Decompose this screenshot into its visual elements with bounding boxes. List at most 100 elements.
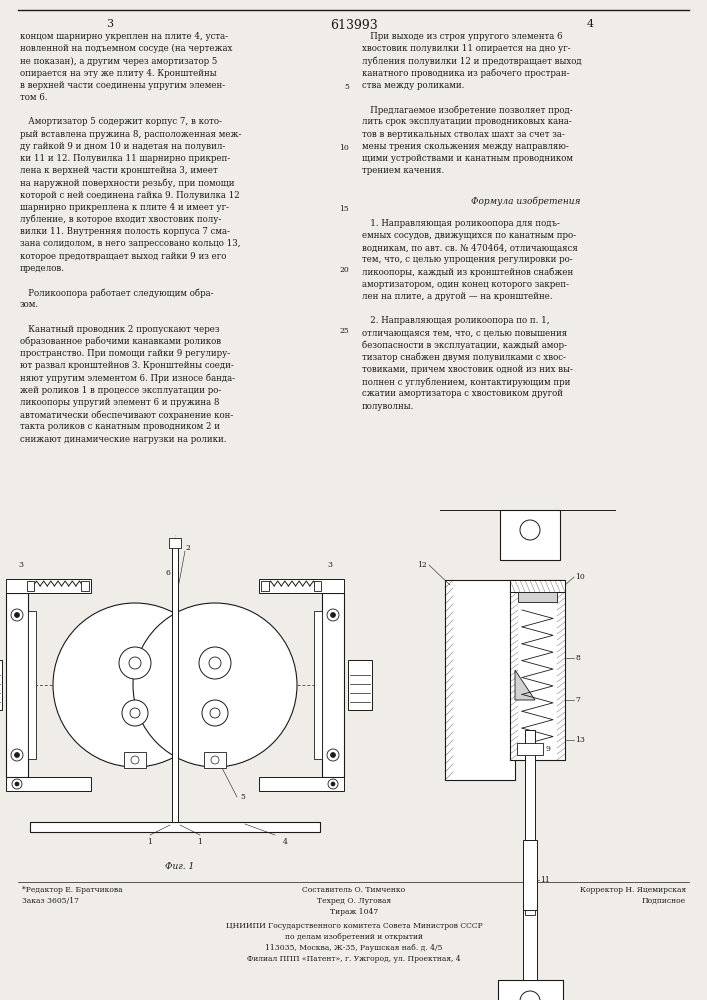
Circle shape [327, 749, 339, 761]
Text: товиками, причем хвостовик одной из них вы-: товиками, причем хвостовик одной из них … [362, 365, 573, 374]
Text: том 6.: том 6. [20, 93, 47, 102]
Bar [169, 538, 181, 548]
Circle shape [209, 657, 221, 669]
Text: Формула изобретения: Формула изобретения [471, 197, 580, 206]
Circle shape [122, 700, 148, 726]
Bar [314, 581, 321, 591]
Circle shape [327, 609, 339, 621]
Text: Тираж 1047: Тираж 1047 [330, 908, 378, 916]
Text: Фиг. 1: Фиг. 1 [165, 862, 194, 871]
Text: лубление, в которое входит хвостовик полу-: лубление, в которое входит хвостовик пол… [20, 215, 221, 225]
Text: ки 11 и 12. Полувилка 11 шарнирно прикреп-: ки 11 и 12. Полувилка 11 шарнирно прикре… [20, 154, 230, 163]
Circle shape [211, 756, 219, 764]
Bar [6, 777, 91, 791]
Text: амортизатором, один конец которого закреп-: амортизатором, один конец которого закре… [362, 280, 569, 289]
Text: 10: 10 [339, 144, 349, 152]
Text: 9: 9 [545, 745, 550, 753]
Text: 1. Направляющая роликоопора для подъ-: 1. Направляющая роликоопора для подъ- [362, 219, 560, 228]
Text: тов в вертикальных стволах шахт за счет за-: тов в вертикальных стволах шахт за счет … [362, 130, 565, 139]
Text: которое предотвращает выход гайки 9 из его: которое предотвращает выход гайки 9 из е… [20, 252, 226, 261]
Text: на наружной поверхности резьбу, при помощи: на наружной поверхности резьбу, при помо… [20, 178, 235, 188]
Bar [6, 593, 28, 777]
Bar [124, 752, 146, 768]
Bar [204, 752, 226, 768]
Circle shape [129, 657, 141, 669]
Text: тем, что, с целью упрощения регулировки ро-: тем, что, с целью упрощения регулировки … [362, 255, 573, 264]
Bar [261, 581, 269, 591]
Text: тизатор снабжен двумя полувилками с хвос-: тизатор снабжен двумя полувилками с хвос… [362, 353, 566, 362]
Text: 11: 11 [540, 876, 550, 884]
Text: 5: 5 [240, 793, 245, 801]
Text: опирается на эту же плиту 4. Кронштейны: опирается на эту же плиту 4. Кронштейны [20, 69, 216, 78]
Text: снижают динамические нагрузки на ролики.: снижают динамические нагрузки на ролики. [20, 435, 226, 444]
Circle shape [12, 779, 22, 789]
Bar [81, 581, 89, 591]
Bar [0, 660, 2, 710]
Bar [498, 980, 563, 1000]
Circle shape [330, 612, 336, 617]
Text: 3: 3 [327, 561, 332, 569]
Circle shape [11, 609, 23, 621]
Text: по делам изобретений и открытий: по делам изобретений и открытий [285, 933, 423, 941]
Text: ства между роликами.: ства между роликами. [362, 81, 464, 90]
Text: 3: 3 [18, 561, 23, 569]
Text: полуволны.: полуволны. [362, 402, 414, 411]
Circle shape [131, 756, 139, 764]
Polygon shape [515, 670, 535, 700]
Text: хвостовик полувилки 11 опирается на дно уг-: хвостовик полувилки 11 опирается на дно … [362, 44, 571, 53]
Text: новленной на подъемном сосуде (на чертежах: новленной на подъемном сосуде (на чертеж… [20, 44, 233, 53]
Circle shape [520, 991, 540, 1000]
Text: 2. Направляющая роликоопора по п. 1,: 2. Направляющая роликоопора по п. 1, [362, 316, 549, 325]
Text: Амортизатор 5 содержит корпус 7, в кото-: Амортизатор 5 содержит корпус 7, в кото- [20, 117, 222, 126]
Text: 6: 6 [165, 569, 170, 577]
Text: пространство. При помощи гайки 9 регулиру-: пространство. При помощи гайки 9 регулир… [20, 349, 230, 358]
Bar [172, 543, 178, 822]
Text: ЦНИИПИ Государственного комитета Совета Министров СССР: ЦНИИПИ Государственного комитета Совета … [226, 922, 482, 930]
Circle shape [15, 782, 19, 786]
Bar [348, 660, 372, 710]
Circle shape [202, 700, 228, 726]
Text: лубления полувилки 12 и предотвращает выход: лубления полувилки 12 и предотвращает вы… [362, 56, 582, 66]
Text: ду гайкой 9 и дном 10 и надетая на полувил-: ду гайкой 9 и дном 10 и надетая на полув… [20, 142, 226, 151]
Text: полнен с углублением, контактирующим при: полнен с углублением, контактирующим при [362, 377, 571, 387]
Text: сжатии амортизатора с хвостовиком другой: сжатии амортизатора с хвостовиком другой [362, 389, 563, 398]
Bar [28, 611, 36, 759]
Text: отличающаяся тем, что, с целью повышения: отличающаяся тем, что, с целью повышения [362, 328, 567, 337]
Circle shape [15, 612, 20, 617]
Bar [322, 593, 344, 777]
Text: 8: 8 [575, 654, 580, 662]
Text: 1: 1 [148, 838, 153, 846]
Text: 5: 5 [344, 83, 349, 91]
Text: мены трения скольжения между направляю-: мены трения скольжения между направляю- [362, 142, 568, 151]
Bar [518, 592, 557, 602]
Bar [259, 579, 344, 593]
Text: Канатный проводник 2 пропускают через: Канатный проводник 2 пропускают через [20, 325, 219, 334]
Text: жей роликов 1 в процессе эксплуатации ро-: жей роликов 1 в процессе эксплуатации ро… [20, 386, 221, 395]
Text: которой с ней соединена гайка 9. Полувилка 12: которой с ней соединена гайка 9. Полувил… [20, 191, 240, 200]
Bar [500, 510, 560, 560]
Circle shape [119, 647, 151, 679]
Text: концом шарнирно укреплен на плите 4, уста-: концом шарнирно укреплен на плите 4, уст… [20, 32, 228, 41]
Circle shape [520, 520, 540, 540]
Circle shape [11, 749, 23, 761]
Circle shape [130, 708, 140, 718]
Text: 4: 4 [586, 19, 594, 29]
Text: 1: 1 [197, 838, 202, 846]
Text: образованное рабочими канавками роликов: образованное рабочими канавками роликов [20, 337, 221, 347]
Text: лена к верхней части кронштейна 3, имеет: лена к верхней части кронштейна 3, имеет [20, 166, 218, 175]
Text: Филиал ППП «Патент», г. Ужгород, ул. Проектная, 4: Филиал ППП «Патент», г. Ужгород, ул. Про… [247, 955, 461, 963]
Bar [517, 743, 543, 755]
Bar [27, 581, 34, 591]
Bar [510, 580, 565, 592]
Text: 4: 4 [283, 838, 288, 846]
Text: Заказ 3605/17: Заказ 3605/17 [22, 897, 79, 905]
Text: водникам, по авт. св. № 470464, отличающаяся: водникам, по авт. св. № 470464, отличающ… [362, 243, 578, 252]
Text: 2: 2 [185, 544, 190, 552]
Text: не показан), а другим через амортизатор 5: не показан), а другим через амортизатор … [20, 56, 217, 66]
Text: зана солидолом, в него запрессовано кольцо 13,: зана солидолом, в него запрессовано коль… [20, 239, 240, 248]
Circle shape [133, 603, 297, 767]
Text: Роликоопора работает следующим обра-: Роликоопора работает следующим обра- [20, 288, 214, 298]
Text: ликоопоры упругий элемент 6 и пружина 8: ликоопоры упругий элемент 6 и пружина 8 [20, 398, 219, 407]
Text: канатного проводника из рабочего простран-: канатного проводника из рабочего простра… [362, 69, 570, 78]
Text: лить срок эксплуатации проводниковых кана-: лить срок эксплуатации проводниковых кан… [362, 117, 572, 126]
